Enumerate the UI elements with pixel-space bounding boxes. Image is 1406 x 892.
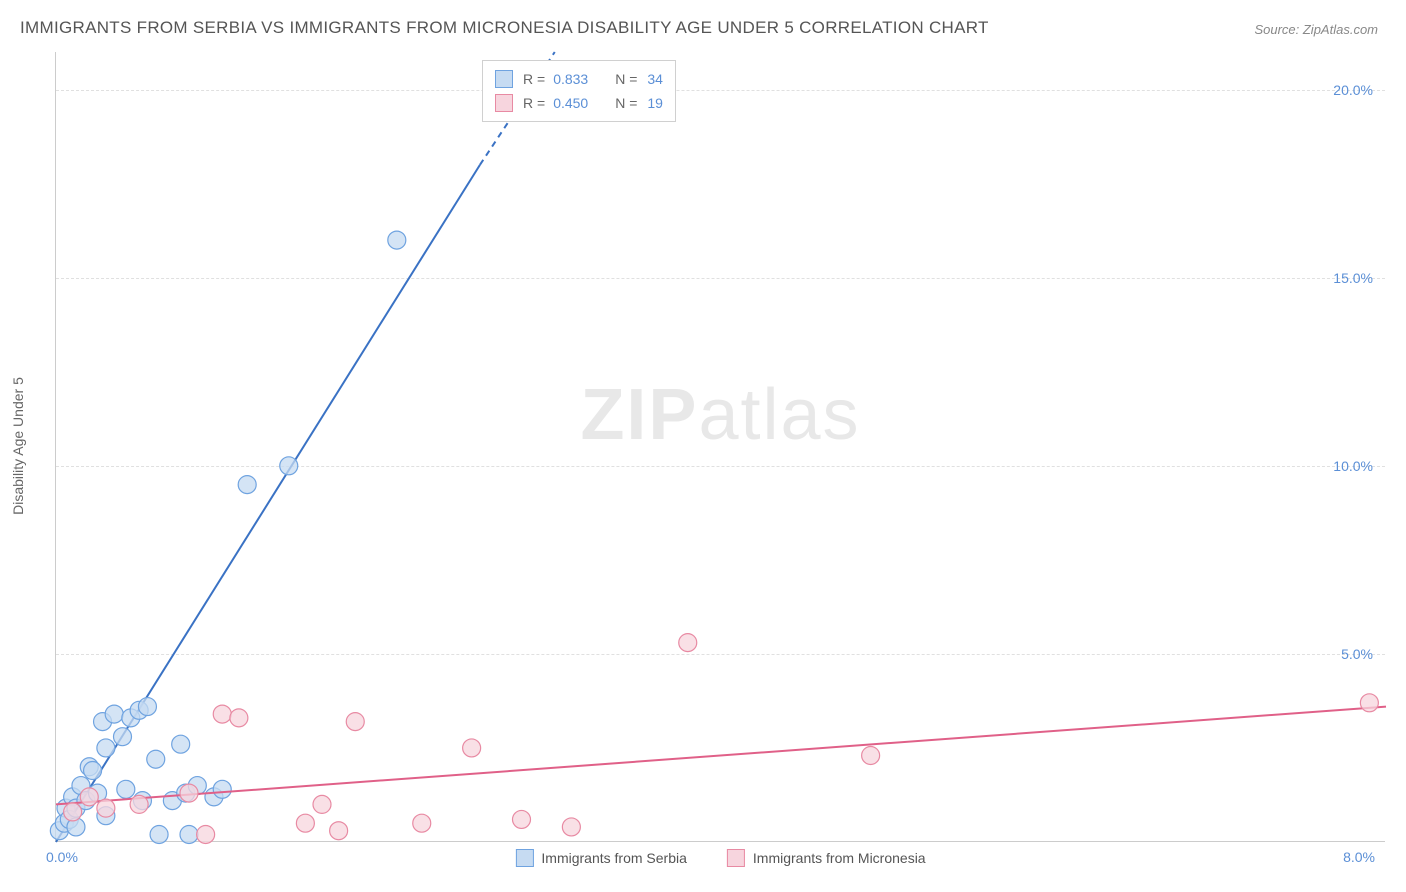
y-axis-label: Disability Age Under 5 <box>10 377 26 515</box>
legend-swatch-micronesia <box>495 94 513 112</box>
legend-n-label: N = <box>615 71 637 87</box>
series-legend: Immigrants from Serbia Immigrants from Mi… <box>515 849 925 867</box>
series-legend-item-serbia: Immigrants from Serbia <box>515 849 686 867</box>
data-point-micronesia <box>296 814 314 832</box>
data-point-micronesia <box>130 795 148 813</box>
data-point-micronesia <box>64 803 82 821</box>
data-point-micronesia <box>213 705 231 723</box>
correlation-legend: R = 0.833 N = 34 R = 0.450 N = 19 <box>482 60 676 122</box>
data-point-serbia <box>238 476 256 494</box>
series-label-micronesia: Immigrants from Micronesia <box>753 850 926 866</box>
data-point-micronesia <box>413 814 431 832</box>
trend-line-micronesia <box>56 707 1386 805</box>
data-point-serbia <box>150 825 168 843</box>
data-point-micronesia <box>513 810 531 828</box>
legend-n-label: N = <box>615 95 637 111</box>
data-point-micronesia <box>679 634 697 652</box>
data-point-micronesia <box>346 713 364 731</box>
data-point-serbia <box>97 739 115 757</box>
legend-row-micronesia: R = 0.450 N = 19 <box>495 91 663 115</box>
legend-r-label: R = <box>523 71 545 87</box>
data-point-micronesia <box>1360 694 1378 712</box>
legend-n-value-serbia: 34 <box>647 71 663 87</box>
legend-r-label: R = <box>523 95 545 111</box>
data-point-micronesia <box>562 818 580 836</box>
data-point-serbia <box>105 705 123 723</box>
chart-title: IMMIGRANTS FROM SERBIA VS IMMIGRANTS FRO… <box>20 18 989 38</box>
data-point-micronesia <box>330 822 348 840</box>
legend-r-value-serbia: 0.833 <box>553 71 599 87</box>
x-tick-end: 8.0% <box>1343 849 1375 865</box>
data-point-micronesia <box>313 795 331 813</box>
legend-n-value-micronesia: 19 <box>647 95 663 111</box>
data-point-micronesia <box>463 739 481 757</box>
data-point-serbia <box>388 231 406 249</box>
data-point-serbia <box>180 825 198 843</box>
data-point-micronesia <box>97 799 115 817</box>
data-point-micronesia <box>230 709 248 727</box>
data-point-serbia <box>147 750 165 768</box>
series-legend-item-micronesia: Immigrants from Micronesia <box>727 849 926 867</box>
legend-swatch-serbia <box>495 70 513 88</box>
series-label-serbia: Immigrants from Serbia <box>541 850 686 866</box>
data-point-serbia <box>84 762 102 780</box>
series-swatch-micronesia <box>727 849 745 867</box>
data-point-serbia <box>172 735 190 753</box>
plot-area: ZIPatlas 5.0%10.0%15.0%20.0% 0.0% 8.0% R… <box>55 52 1385 842</box>
data-point-micronesia <box>180 784 198 802</box>
legend-r-value-micronesia: 0.450 <box>553 95 599 111</box>
data-point-serbia <box>114 728 132 746</box>
data-point-micronesia <box>862 746 880 764</box>
data-point-micronesia <box>197 825 215 843</box>
data-point-serbia <box>280 457 298 475</box>
legend-row-serbia: R = 0.833 N = 34 <box>495 67 663 91</box>
data-point-serbia <box>138 698 156 716</box>
source-attribution: Source: ZipAtlas.com <box>1254 22 1378 37</box>
data-point-serbia <box>117 780 135 798</box>
data-point-serbia <box>213 780 231 798</box>
scatter-chart-svg <box>56 52 1385 841</box>
x-tick-start: 0.0% <box>46 849 78 865</box>
data-point-micronesia <box>80 788 98 806</box>
series-swatch-serbia <box>515 849 533 867</box>
